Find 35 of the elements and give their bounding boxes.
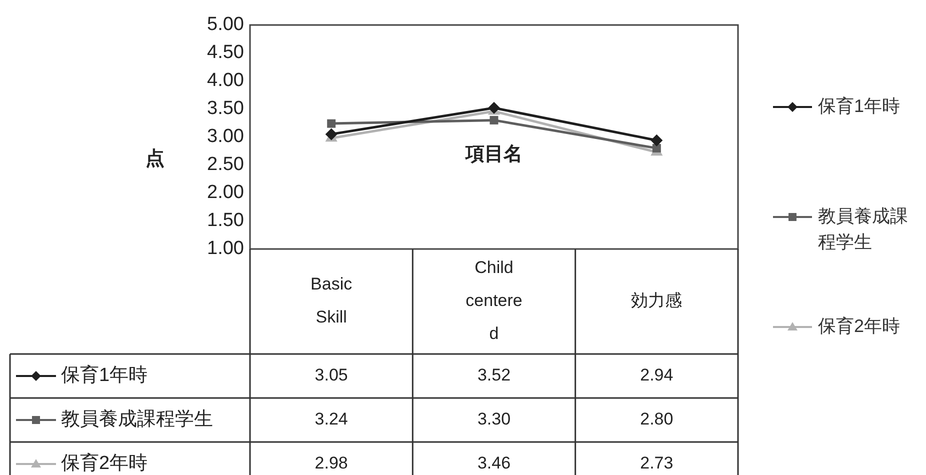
y-axis-title: 点 xyxy=(146,148,164,170)
point xyxy=(650,134,663,146)
legend-label: 教員養成課程学生 xyxy=(818,206,908,252)
data-label: 3.30 xyxy=(477,410,511,429)
y-tick-label: 4.50 xyxy=(207,42,244,64)
y-tick-label: 1.50 xyxy=(207,210,244,232)
point xyxy=(488,102,500,114)
y-tick-label: 5.00 xyxy=(207,14,244,36)
data-label: 3.52 xyxy=(477,366,511,385)
y-tick-label: 2.50 xyxy=(207,154,244,176)
y-tick-label: 3.50 xyxy=(207,98,244,120)
x-tick-label: 効力感 xyxy=(631,291,682,310)
data-label: 3.24 xyxy=(314,410,348,429)
y-tick-label: 2.00 xyxy=(207,182,244,204)
point xyxy=(325,128,338,140)
x-tick-label: Child centered xyxy=(466,258,522,344)
point xyxy=(652,144,661,152)
data-label: 2.73 xyxy=(640,454,674,473)
data-label: 3.46 xyxy=(477,454,511,473)
legend-label: 保育2年時 xyxy=(818,316,900,336)
x-axis-title: 項目名 xyxy=(464,144,522,166)
point xyxy=(327,119,336,128)
legend-label: 保育1年時 xyxy=(818,96,900,116)
x-tick-label: Basic Skill xyxy=(310,274,353,327)
data-label: 2.94 xyxy=(640,366,674,385)
text: 教員養成課程学生 xyxy=(61,409,213,430)
data-label: 2.80 xyxy=(640,410,674,429)
text: 保育2年時 xyxy=(61,453,148,474)
y-tick-label: 1.00 xyxy=(207,238,244,260)
y-tick-label: 4.00 xyxy=(207,70,244,92)
data-label: 3.05 xyxy=(314,366,348,385)
point xyxy=(490,116,498,124)
data-label: 2.98 xyxy=(314,454,348,473)
y-tick-label: 3.00 xyxy=(207,126,244,148)
text: 保育1年時 xyxy=(61,365,148,386)
